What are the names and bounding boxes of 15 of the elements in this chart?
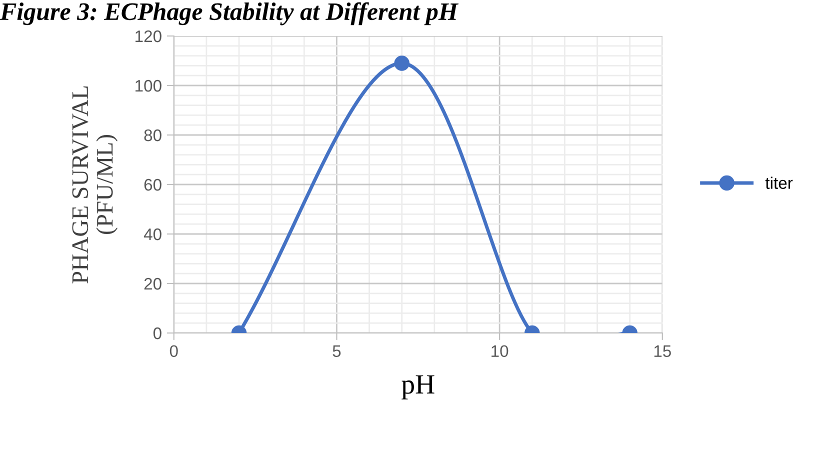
x-axis-title: pH	[402, 375, 434, 400]
x-tick-label: 5	[332, 345, 341, 358]
legend-label: titer	[765, 176, 793, 189]
x-tick-label: 0	[170, 345, 178, 358]
x-tick-label: 15	[654, 345, 671, 358]
y-tick-label: 20	[144, 278, 162, 290]
y-tick-label: 0	[153, 327, 162, 340]
y-tick-label: 40	[144, 228, 162, 240]
y-tick-label: 80	[144, 129, 162, 142]
x-tick-label: 10	[492, 345, 508, 358]
y-tick-label: 120	[136, 30, 162, 42]
y-tick-label: 60	[144, 178, 162, 191]
y-tick-label: 100	[136, 80, 162, 92]
chart-title: Figure 3: ECPhage Stability at Different pH	[0, 2, 459, 26]
y-axis-title: PHAGE SURVIVAL (PFU/ML)	[72, 86, 118, 284]
